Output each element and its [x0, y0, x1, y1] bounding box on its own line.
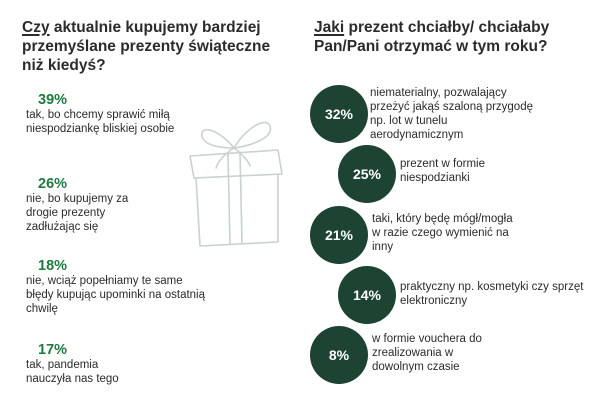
right-title-text: prezent chciałby/ chciałaby Pan/Pani otr… — [314, 19, 550, 55]
percentage-label: 26% — [38, 176, 68, 192]
left-list-item: 17% tak, pandemia nauczyła nas tego — [26, 342, 216, 386]
answer-text: praktyczny np. kosmetyki czy sprzęt elek… — [400, 281, 584, 307]
left-title-keyword: Czy — [22, 19, 50, 36]
right-list-item: 8% w formie vouchera do zrealizowania w … — [306, 326, 592, 386]
right-title-keyword: Jaki — [314, 19, 345, 36]
answer-text: taki, który będę mógł/mogła w razie czeg… — [372, 213, 513, 253]
left-list-item: 39% tak, bo chcemy sprawić miłą niespodz… — [26, 92, 216, 136]
percentage-circle: 32% — [310, 85, 368, 143]
percentage-label: 18% — [38, 258, 68, 274]
right-list-item: 14% praktyczny np. kosmetyki czy sprzęt … — [306, 266, 592, 326]
percentage-label: 39% — [38, 92, 68, 108]
percentage-circle: 14% — [338, 266, 396, 324]
percentage-circle: 8% — [310, 326, 368, 384]
answer-text: nie, bo kupujemy za drogie prezenty zadł… — [26, 193, 129, 233]
answer-text: tak, pandemia nauczyła nas tego — [26, 359, 119, 385]
left-list-item: 26% nie, bo kupujemy za drogie prezenty … — [26, 176, 216, 234]
gift-box-icon — [189, 121, 283, 247]
answer-text: prezent w formie niespodzianki — [400, 158, 486, 184]
right-list-item: 32% niematerialny, pozwalający przeżyć j… — [306, 85, 592, 145]
right-list-item: 25% prezent w formie niespodzianki — [306, 145, 592, 205]
percentage-label: 17% — [38, 342, 68, 358]
answer-text: nie, wciąż popełniamy te same błędy kupu… — [26, 275, 206, 315]
answer-text: niematerialny, pozwalający przeżyć jakąś… — [370, 87, 533, 141]
percentage-circle: 21% — [310, 206, 368, 264]
answer-text: w formie vouchera do zrealizowania w dow… — [372, 333, 482, 373]
left-question-title: Czy aktualnie kupujemy bardziej przemyśl… — [22, 18, 292, 75]
answer-text: tak, bo chcemy sprawić miłą niespodziank… — [26, 109, 175, 135]
right-question-title: Jaki prezent chciałby/ chciałaby Pan/Pan… — [314, 18, 584, 56]
left-title-text: aktualnie kupujemy bardziej przemyślane … — [22, 19, 271, 74]
percentage-circle: 25% — [338, 145, 396, 203]
left-list-item: 18% nie, wciąż popełniamy te same błędy … — [26, 258, 216, 316]
right-list-item: 21% taki, który będę mógł/mogła w razie … — [306, 206, 592, 266]
